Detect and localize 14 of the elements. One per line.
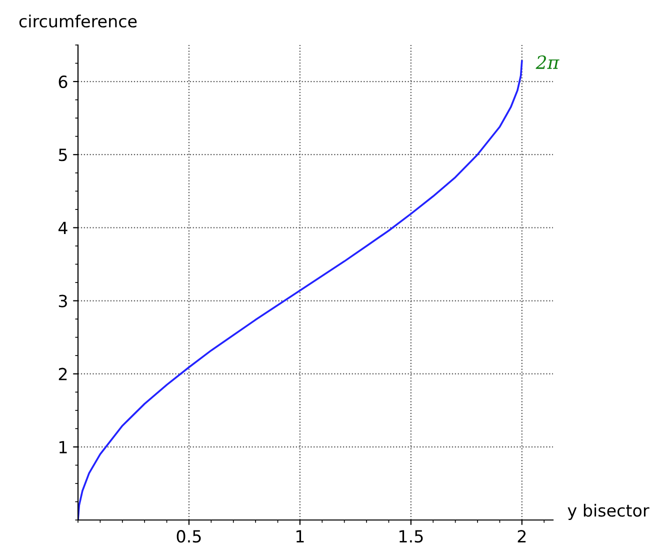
y-tick-label: 6 xyxy=(58,76,68,88)
x-tick-label: 2 xyxy=(518,530,526,542)
line-series xyxy=(78,60,523,520)
x-tick-label: 1 xyxy=(296,530,304,542)
y-tick-label: 5 xyxy=(58,148,67,162)
x-tick-label: 0.5 xyxy=(176,530,201,543)
annotation: 2π xyxy=(536,55,560,69)
y-tick-label: 4 xyxy=(58,222,68,234)
x-tick-label: 1.5 xyxy=(400,530,423,543)
y-tick-label: 1 xyxy=(60,441,67,454)
y-tick-label: 3 xyxy=(58,294,67,308)
y-axis-title: circumference xyxy=(19,14,137,28)
y-tick-label: 2 xyxy=(58,368,67,380)
x-axis-title: y bisector xyxy=(568,504,650,520)
